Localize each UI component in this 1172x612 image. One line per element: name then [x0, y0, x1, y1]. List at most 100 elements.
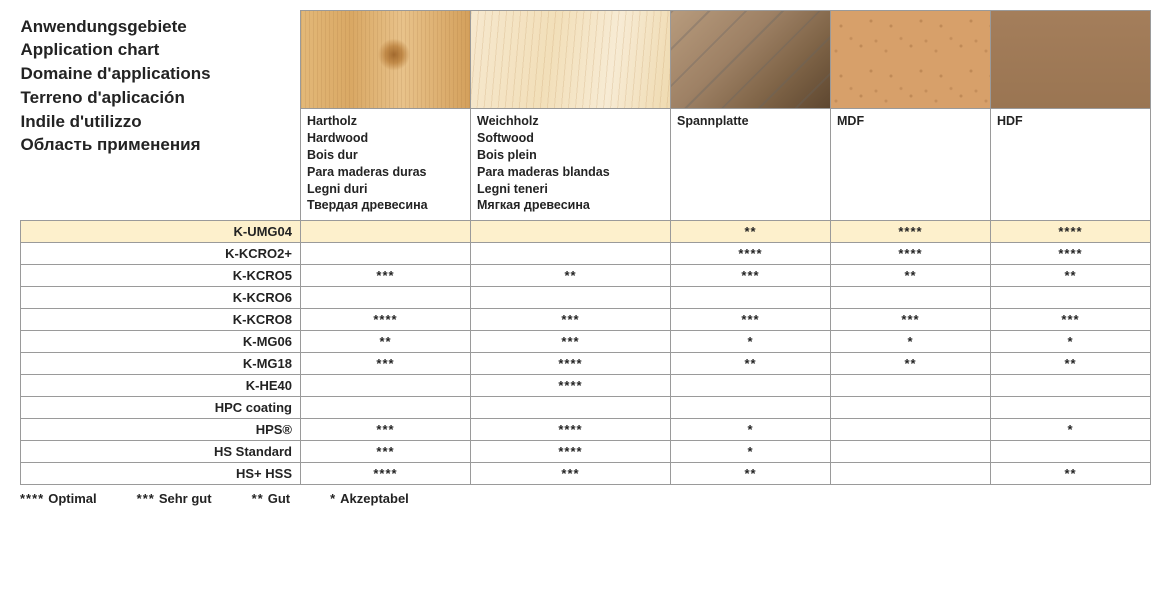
rating-cell: ** [831, 265, 991, 287]
row-label: HS+ HSS [21, 463, 301, 485]
column-header-label: Bois dur [307, 147, 464, 164]
column-header-label: MDF [837, 113, 984, 130]
column-header-label: Legni teneri [477, 181, 664, 198]
legend-item: *Akzeptabel [330, 491, 409, 506]
row-label: K-UMG04 [21, 221, 301, 243]
rating-cell: ** [471, 265, 671, 287]
swatch-weichholz [471, 11, 670, 108]
row-label: HS Standard [21, 441, 301, 463]
column-header-label: Мягкая древесина [477, 197, 664, 214]
swatch-hdf [991, 11, 1150, 108]
rating-cell: ** [671, 463, 831, 485]
table-row: K-KCRO8**************** [21, 309, 1151, 331]
row-label: K-KCRO2+ [21, 243, 301, 265]
rating-cell [991, 287, 1151, 309]
legend-label: Akzeptabel [340, 491, 409, 506]
table-row: K-KCRO2+************ [21, 243, 1151, 265]
column-header-weichholz: WeichholzSoftwoodBois pleinPara maderas … [471, 109, 671, 221]
rating-cell [471, 287, 671, 309]
rating-cell: ** [671, 353, 831, 375]
title-line: Terreno d'aplicación [21, 86, 301, 110]
column-header-label: Weichholz [477, 113, 664, 130]
rating-cell [671, 287, 831, 309]
rating-cell [671, 375, 831, 397]
swatch-hartholz [301, 11, 470, 108]
column-header-label: Softwood [477, 130, 664, 147]
row-label: K-KCRO8 [21, 309, 301, 331]
column-header-label: Para maderas blandas [477, 164, 664, 181]
rating-cell: ** [671, 221, 831, 243]
rating-cell: * [831, 331, 991, 353]
rating-cell [991, 397, 1151, 419]
rating-cell: ** [991, 265, 1151, 287]
legend-item: ** Gut [252, 491, 291, 506]
legend-item: ***Sehr gut [137, 491, 212, 506]
rating-cell: **** [471, 375, 671, 397]
row-label: K-KCRO5 [21, 265, 301, 287]
rating-cell: *** [471, 463, 671, 485]
row-label: HPC coating [21, 397, 301, 419]
column-header-label: Spannplatte [677, 113, 824, 130]
row-label: K-KCRO6 [21, 287, 301, 309]
legend-label: Gut [268, 491, 290, 506]
column-header-hdf: HDF [991, 109, 1151, 221]
rating-cell: * [671, 331, 831, 353]
rating-cell: * [671, 441, 831, 463]
table-row: K-UMG04********** [21, 221, 1151, 243]
row-label: HPS® [21, 419, 301, 441]
rating-cell: **** [301, 463, 471, 485]
rating-cell: **** [301, 309, 471, 331]
rating-cell: ** [991, 353, 1151, 375]
rating-cell [301, 375, 471, 397]
row-label: K-MG06 [21, 331, 301, 353]
rating-cell: ** [831, 353, 991, 375]
title-cell: AnwendungsgebieteApplication chartDomain… [21, 11, 301, 221]
table-row: K-KCRO5************ [21, 265, 1151, 287]
legend: **** Optimal ***Sehr gut ** Gut *Akzeptabel [20, 491, 1150, 506]
title-line: Indile d'utilizzo [21, 110, 301, 134]
table-row: K-MG18************* [21, 353, 1151, 375]
material-swatch-hartholz [301, 11, 471, 109]
rating-cell: *** [471, 309, 671, 331]
legend-stars: ** [252, 491, 264, 506]
legend-stars: **** [20, 491, 44, 506]
rating-cell [991, 441, 1151, 463]
rating-cell [671, 397, 831, 419]
rating-cell: *** [991, 309, 1151, 331]
rating-cell: *** [301, 353, 471, 375]
row-label: K-HE40 [21, 375, 301, 397]
title-line: Domaine d'applications [21, 62, 301, 86]
rating-cell [991, 375, 1151, 397]
rating-cell: *** [301, 441, 471, 463]
rating-cell [471, 221, 671, 243]
material-swatch-mdf [831, 11, 991, 109]
rating-cell: *** [301, 265, 471, 287]
rating-cell: *** [671, 265, 831, 287]
rating-cell: *** [301, 419, 471, 441]
column-header-hartholz: HartholzHardwoodBois durPara maderas dur… [301, 109, 471, 221]
title-line: Область применения [21, 133, 301, 157]
rating-cell [831, 287, 991, 309]
table-row: HS Standard******** [21, 441, 1151, 463]
row-label: K-MG18 [21, 353, 301, 375]
chart-table: AnwendungsgebieteApplication chartDomain… [20, 10, 1151, 485]
column-header-mdf: MDF [831, 109, 991, 221]
rating-cell: * [671, 419, 831, 441]
column-header-label: Legni duri [307, 181, 464, 198]
table-row: K-KCRO6 [21, 287, 1151, 309]
rating-cell: ** [301, 331, 471, 353]
column-header-label: Твердая древесина [307, 197, 464, 214]
rating-cell: **** [831, 243, 991, 265]
application-chart: AnwendungsgebieteApplication chartDomain… [20, 10, 1150, 506]
rating-cell [831, 397, 991, 419]
rating-cell: **** [471, 419, 671, 441]
rating-cell [301, 397, 471, 419]
rating-cell [831, 419, 991, 441]
material-swatch-spannplatte [671, 11, 831, 109]
rating-cell: *** [671, 309, 831, 331]
legend-label: Optimal [48, 491, 96, 506]
column-header-spannplatte: Spannplatte [671, 109, 831, 221]
column-header-label: Para maderas duras [307, 164, 464, 181]
rating-cell: **** [471, 353, 671, 375]
rating-cell: **** [471, 441, 671, 463]
